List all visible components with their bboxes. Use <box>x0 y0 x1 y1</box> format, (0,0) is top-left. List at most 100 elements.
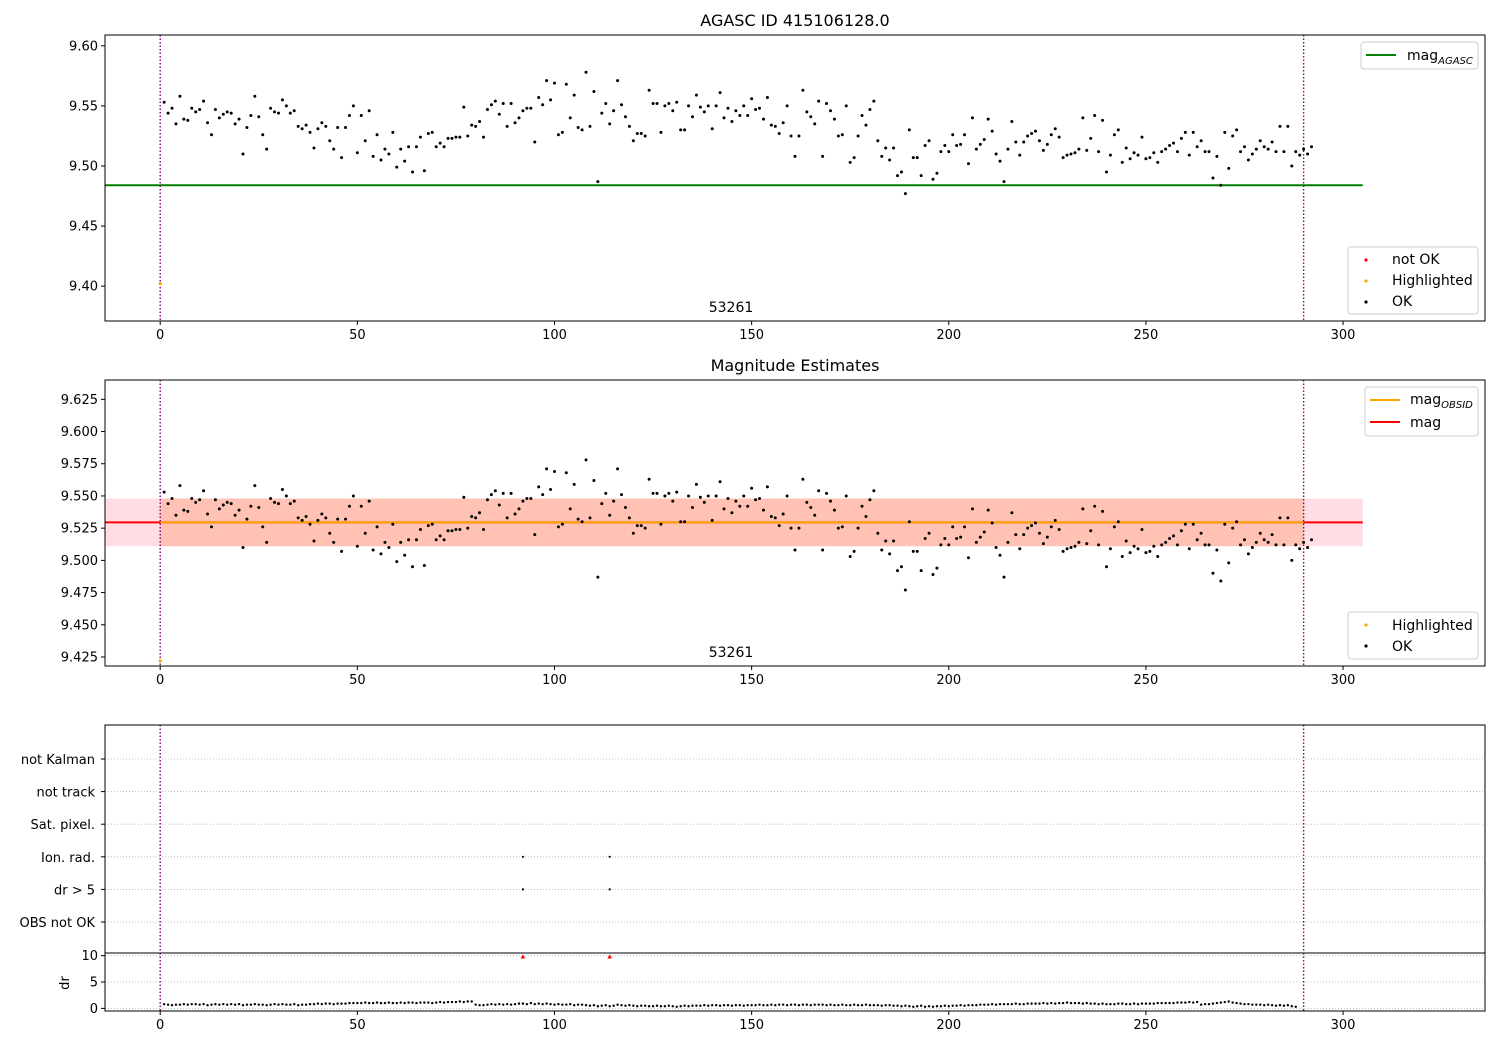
dr-point <box>466 1000 469 1003</box>
dr-point <box>600 1004 603 1007</box>
dr-point <box>876 1004 879 1007</box>
agasc-ok-point <box>687 104 691 108</box>
dr-point <box>229 1002 233 1006</box>
dr-point <box>959 1004 962 1007</box>
dr-point <box>667 1004 671 1007</box>
estimates-ok-point <box>466 526 470 530</box>
estimates-ok-point <box>627 516 631 520</box>
dr-point <box>261 1003 264 1006</box>
estimates-ok-point <box>765 485 769 489</box>
estimates-ok-point <box>592 478 596 482</box>
estimates-ok-point <box>1199 531 1203 535</box>
agasc-bottom-legend-box <box>1347 246 1479 315</box>
agasc-ok-point <box>1199 139 1203 143</box>
dr-point <box>825 1004 828 1007</box>
estimates-ok-point <box>939 543 943 547</box>
agasc-ok-point <box>1187 153 1191 157</box>
estimates-ok-point <box>986 508 990 512</box>
estimates-ok-point <box>1175 543 1179 547</box>
estimates-ok-point <box>1286 516 1290 520</box>
dr-point <box>182 1002 186 1006</box>
agasc-ok-point <box>403 159 407 163</box>
agasc-ok-point <box>1231 134 1235 138</box>
estimates-ok-point <box>525 497 529 501</box>
agasc-ok-point <box>1089 136 1093 140</box>
flags-plot-area: not Kalman not track Sat. pixel. Ion. rad. d… <box>20 725 1485 953</box>
agasc-ok-point <box>1002 180 1006 184</box>
estimates-ok-point <box>1223 522 1227 526</box>
agasc-ok-point <box>899 170 903 174</box>
agasc-ok-point <box>454 135 458 139</box>
agasc-ok-point <box>1270 140 1274 144</box>
estimates-ok-point <box>1053 518 1057 522</box>
dr-axis-label: dr <box>58 976 73 990</box>
dr-point <box>1010 1002 1014 1006</box>
agasc-ok-point <box>371 154 375 158</box>
estimates-ok-point <box>166 502 170 506</box>
agasc-ok-point <box>1172 141 1176 145</box>
agasc-ok-point <box>1061 156 1065 160</box>
agasc-ok-point <box>478 120 482 124</box>
agasc-ok-point <box>809 115 813 119</box>
estimates-ok-point <box>1211 571 1215 575</box>
estimates-highlighted-legend-marker <box>1364 623 1368 627</box>
estimates-ok-point <box>690 506 694 510</box>
flag-point <box>608 888 611 891</box>
estimates-ok-point <box>758 497 762 501</box>
dr-point <box>454 1000 458 1004</box>
dr-point <box>348 1001 351 1005</box>
estimates-ok-point <box>206 512 210 516</box>
flag-row-label-3: Ion. rad. <box>41 851 95 866</box>
agasc-ok-point <box>509 101 513 105</box>
dr-point <box>734 1004 738 1007</box>
agasc-ok-point <box>998 159 1002 163</box>
dr-point <box>533 1002 536 1006</box>
dr-point <box>1278 1004 1282 1007</box>
estimates-ok-point <box>955 536 959 540</box>
dr-point <box>222 1002 225 1006</box>
agasc-ok-point <box>564 82 568 86</box>
agasc-ok-point <box>1116 128 1120 132</box>
estimates-ok-point <box>1156 554 1160 558</box>
dr-point <box>785 1004 789 1007</box>
agasc-xtick-label-300: 300 <box>1331 328 1356 343</box>
estimates-ok-point <box>1104 565 1108 569</box>
not-ok-legend-marker <box>1364 258 1368 262</box>
dr-point <box>1259 1003 1262 1006</box>
agasc-ok-point <box>1037 139 1041 143</box>
estimates-ok-point <box>817 489 821 493</box>
estimates-ok-point <box>568 507 572 511</box>
estimates-ok-point <box>1152 544 1156 548</box>
estimates-ok-point <box>777 524 781 528</box>
estimates-ok-point <box>253 484 257 488</box>
agasc-ok-point <box>765 95 769 99</box>
agasc-ok-point <box>990 129 994 133</box>
estimates-ok-point <box>714 494 718 498</box>
agasc-ytick-label-2: 9.50 <box>69 159 98 174</box>
agasc-ok-point <box>1112 133 1116 137</box>
dr-point <box>774 1004 777 1007</box>
estimates-xtick-label-100: 100 <box>542 673 567 688</box>
agasc-ok-point <box>1018 153 1022 157</box>
estimates-ok-point <box>793 548 797 552</box>
agasc-ok-point <box>162 100 166 104</box>
agasc-ok-point <box>1203 150 1207 154</box>
estimates-ok-point <box>182 508 186 512</box>
dr-point <box>699 1004 702 1007</box>
dr-point <box>951 1004 954 1007</box>
estimates-ok-point <box>458 527 462 531</box>
agasc-ok-point <box>1104 170 1108 174</box>
agasc-ok-point <box>730 120 734 124</box>
agasc-ok-point <box>233 122 237 126</box>
dr-point <box>1014 1002 1017 1005</box>
dr-point <box>596 1005 600 1008</box>
agasc-ok-point <box>1254 147 1258 151</box>
agasc-ok-point <box>627 124 631 128</box>
agasc-ok-point <box>1278 124 1282 128</box>
estimates-ok-point <box>785 494 789 498</box>
estimates-ok-point <box>407 538 411 542</box>
estimates-ok-point <box>896 569 900 573</box>
agasc-ok-point <box>450 136 454 140</box>
agasc-ok-point <box>324 124 328 128</box>
mag-legend-label: mag <box>1410 415 1441 431</box>
